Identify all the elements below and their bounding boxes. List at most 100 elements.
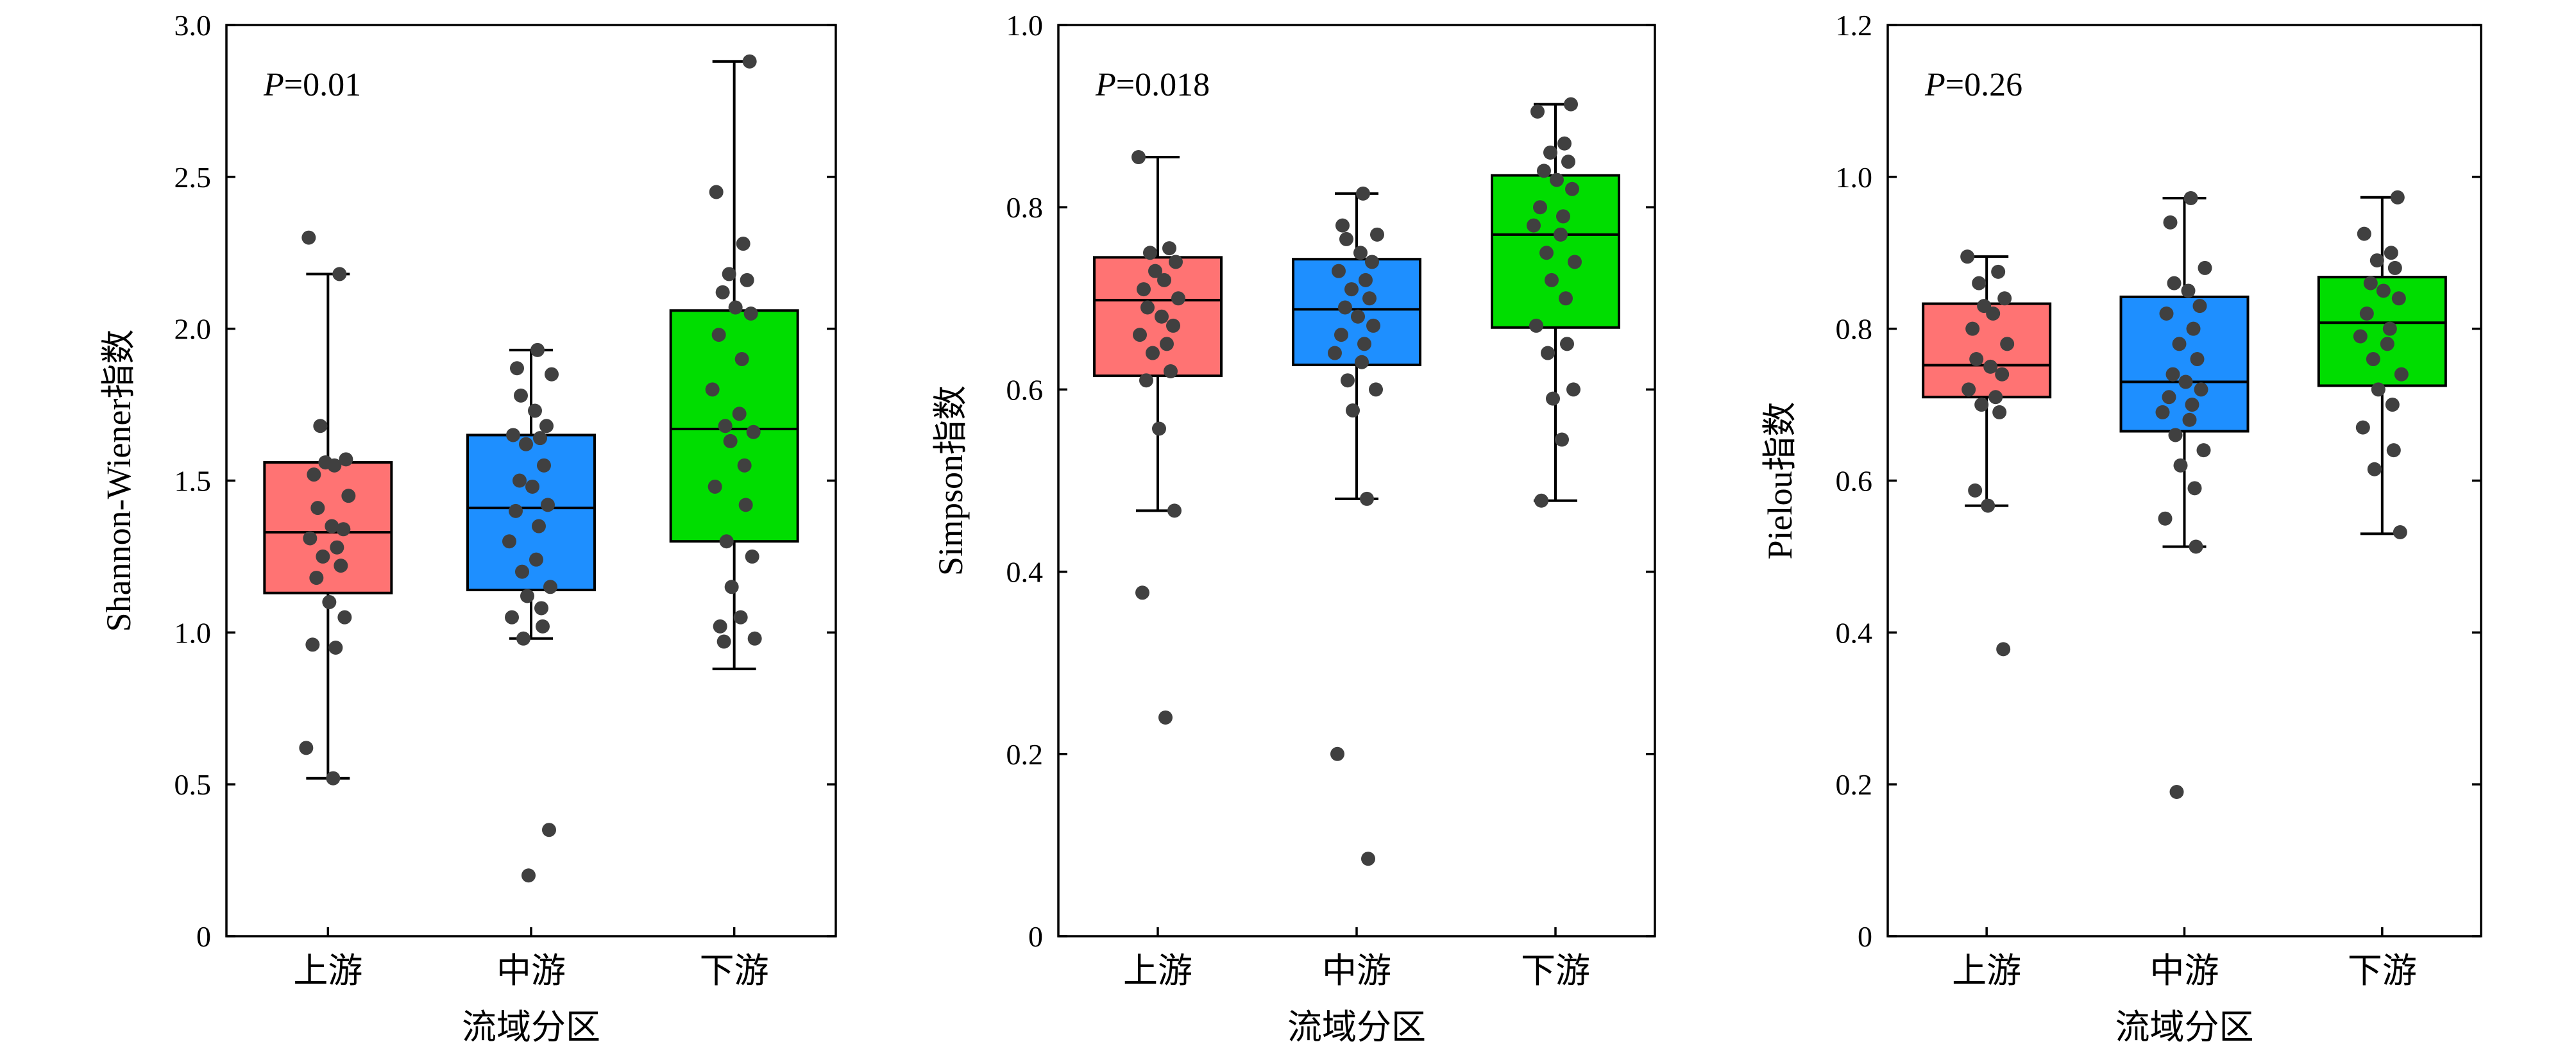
data-point [716, 634, 731, 649]
data-point [1968, 483, 1983, 498]
points-downstream [1527, 97, 1582, 508]
data-point [525, 479, 539, 494]
data-point [1133, 328, 1147, 342]
data-point [1353, 246, 1368, 260]
data-point [2155, 405, 2170, 419]
y-tick-label: 0.2 [1006, 738, 1044, 771]
data-point [2185, 398, 2199, 412]
data-point [2382, 321, 2397, 336]
data-point [313, 419, 328, 433]
data-point [2178, 374, 2193, 389]
y-tick-label: 0.8 [1836, 313, 1873, 346]
data-point [334, 559, 348, 573]
box-upstream [1922, 255, 2052, 507]
data-point [2169, 785, 2184, 800]
data-point [1157, 273, 1171, 287]
data-point [1146, 346, 1160, 360]
x-tick-label: 中游 [496, 952, 566, 990]
data-point [327, 458, 342, 473]
x-tick-label: 下游 [700, 952, 769, 990]
data-point [543, 580, 557, 594]
data-point [2363, 276, 2378, 290]
data-point [2158, 511, 2173, 526]
data-point [1560, 337, 1574, 351]
data-point [1981, 498, 1996, 513]
data-point [728, 300, 743, 315]
data-point [1568, 255, 1582, 269]
data-point [1537, 164, 1551, 178]
data-point [2359, 306, 2374, 321]
data-point [514, 388, 528, 403]
data-point [1566, 382, 1580, 397]
data-point [2159, 306, 2174, 321]
data-point [2367, 462, 2382, 476]
data-point [539, 419, 554, 433]
data-point [724, 580, 739, 594]
data-point [325, 519, 339, 534]
data-point [339, 452, 353, 467]
data-point [2167, 276, 2182, 290]
data-point [2376, 283, 2391, 298]
box-body [1491, 174, 1620, 329]
data-point [521, 868, 536, 883]
data-point [2162, 390, 2176, 405]
box-body [2317, 276, 2447, 387]
data-point [513, 473, 527, 488]
data-point [1166, 318, 1180, 333]
data-point [2355, 420, 2370, 435]
data-point [1360, 491, 1374, 506]
data-point [1554, 227, 1568, 242]
data-point [1997, 291, 2012, 306]
data-point [2391, 291, 2406, 306]
data-point [2192, 299, 2207, 314]
y-tick-label: 0.6 [1836, 465, 1873, 498]
data-point [2357, 226, 2371, 241]
data-point [2390, 190, 2405, 205]
data-point [1143, 246, 1157, 260]
y-tick-label: 1.0 [1836, 161, 1873, 194]
data-point [2384, 246, 2398, 260]
data-point [328, 641, 343, 655]
p-value: =0.018 [1116, 67, 1210, 103]
data-point [713, 619, 727, 634]
data-point [1530, 104, 1545, 119]
data-point [2173, 458, 2188, 473]
data-point [1356, 186, 1370, 201]
data-point [715, 285, 730, 299]
data-point [336, 522, 351, 537]
p-symbol: P [263, 67, 284, 103]
data-point [1362, 291, 1377, 306]
data-point [1550, 172, 1564, 187]
y-tick-label: 2.0 [174, 313, 212, 346]
data-point [2181, 283, 2196, 298]
data-point [506, 428, 520, 442]
data-point [1351, 309, 1365, 324]
y-tick-label: 1.0 [1006, 9, 1044, 42]
y-tick-label: 0 [196, 920, 211, 953]
p-value-annotation: P=0.26 [1924, 67, 2022, 103]
data-point [1137, 282, 1151, 297]
data-point [2163, 215, 2178, 230]
y-tick-label: 0.6 [1006, 373, 1044, 406]
y-tick-label: 2.5 [174, 161, 212, 194]
p-value: =0.26 [1945, 67, 2022, 103]
data-point [1539, 246, 1554, 260]
data-point [332, 267, 347, 282]
p-symbol: P [1924, 67, 1945, 103]
data-point [1564, 97, 1578, 112]
p-value: =0.01 [284, 67, 361, 103]
data-point [2189, 539, 2203, 554]
data-point [1545, 273, 1559, 287]
box-downstream [2317, 196, 2447, 535]
data-point [708, 479, 722, 494]
data-point [2380, 337, 2394, 351]
data-point [316, 549, 330, 564]
data-point [530, 342, 545, 357]
data-point [533, 431, 547, 446]
data-point [1546, 391, 1560, 406]
data-point [1995, 367, 2010, 382]
data-point [510, 361, 524, 376]
data-point [2186, 321, 2201, 336]
data-point [520, 589, 534, 603]
